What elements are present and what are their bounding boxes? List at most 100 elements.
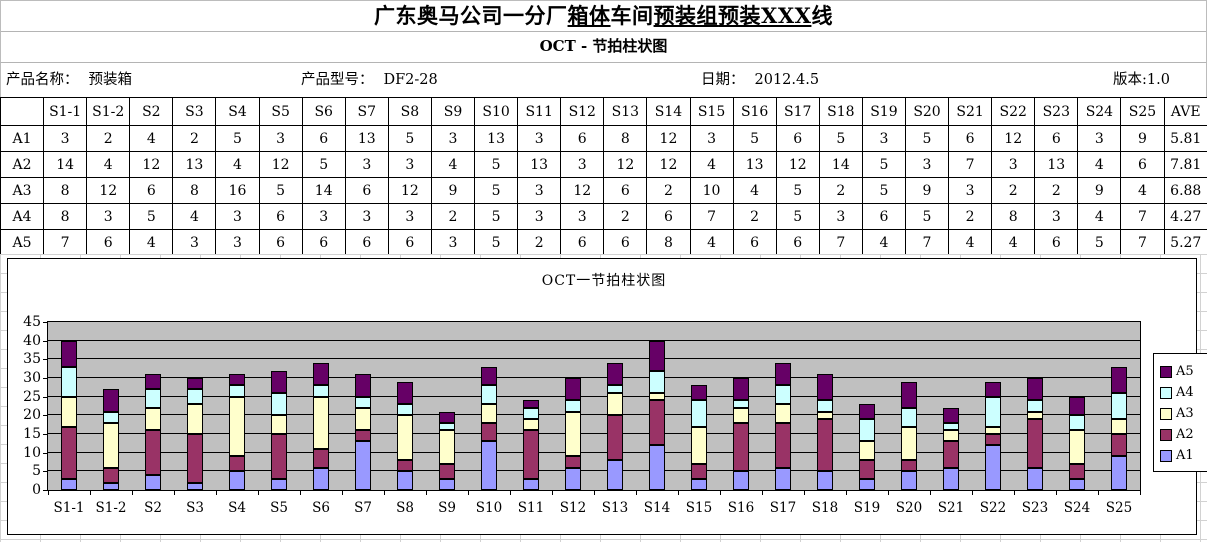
legend-entry[interactable]: A3 [1160, 403, 1207, 424]
data-cell[interactable]: 4 [215, 151, 260, 178]
data-cell[interactable]: 5 [904, 203, 950, 230]
bar-segment[interactable] [1069, 415, 1085, 431]
data-cell[interactable]: 5 [474, 203, 519, 230]
data-cell[interactable]: 6 [344, 177, 389, 204]
data-cell[interactable]: 2 [646, 177, 691, 204]
data-cell[interactable]: 12 [387, 177, 432, 204]
data-cell[interactable]: 12 [129, 151, 174, 178]
bar-segment[interactable] [355, 441, 371, 490]
data-cell[interactable]: 5 [775, 177, 820, 204]
bar-segment[interactable] [943, 407, 959, 423]
row-header[interactable]: A4 [0, 203, 45, 230]
column-header[interactable]: S9 [430, 97, 476, 126]
data-cell[interactable]: 4 [948, 229, 993, 256]
column-header[interactable]: S23 [1034, 97, 1079, 126]
data-cell[interactable]: 4 [129, 125, 174, 152]
bar-segment[interactable] [649, 445, 665, 490]
bar-segment[interactable] [607, 415, 623, 461]
data-cell[interactable]: 5 [861, 177, 906, 204]
bar-segment[interactable] [943, 441, 959, 468]
bar-segment[interactable] [607, 363, 623, 386]
bar-segment[interactable] [817, 400, 833, 412]
data-cell[interactable]: 6 [560, 229, 605, 256]
bar-segment[interactable] [565, 467, 581, 490]
data-cell[interactable]: 2 [517, 229, 562, 256]
data-cell[interactable]: 13 [344, 125, 389, 152]
data-cell[interactable]: 3 [172, 229, 217, 256]
data-cell[interactable]: 4 [689, 229, 734, 256]
column-header[interactable]: S25 [1120, 97, 1165, 126]
data-cell[interactable]: 2 [732, 203, 777, 230]
row-header[interactable]: A2 [0, 151, 45, 178]
data-cell[interactable]: 6 [775, 125, 820, 152]
ave-cell[interactable]: 5.81 [1163, 125, 1207, 152]
bar-segment[interactable] [229, 396, 245, 457]
data-cell[interactable]: 12 [646, 151, 691, 178]
bar-segment[interactable] [439, 430, 455, 464]
data-cell[interactable]: 9 [1077, 177, 1122, 204]
column-header[interactable]: S21 [948, 97, 993, 126]
bar-segment[interactable] [649, 392, 665, 401]
data-cell[interactable]: 13 [1034, 151, 1079, 178]
bar-segment[interactable] [775, 363, 791, 386]
data-cell[interactable]: 8 [172, 177, 217, 204]
bar-segment[interactable] [1111, 419, 1127, 434]
data-cell[interactable]: 5 [904, 125, 950, 152]
data-cell[interactable]: 8 [603, 125, 648, 152]
bar-segment[interactable] [355, 407, 371, 431]
bar-segment[interactable] [229, 471, 245, 490]
bar-segment[interactable] [943, 467, 959, 490]
bar-segment[interactable] [103, 467, 119, 483]
data-cell[interactable]: 4 [991, 229, 1036, 256]
bar-segment[interactable] [271, 370, 287, 393]
column-header[interactable]: S10 [474, 97, 519, 126]
ave-cell[interactable]: 5.27 [1163, 229, 1207, 256]
data-cell[interactable]: 5 [474, 151, 519, 178]
data-cell[interactable]: 2 [818, 177, 863, 204]
data-cell[interactable]: 16 [215, 177, 260, 204]
bar-segment[interactable] [607, 385, 623, 393]
data-cell[interactable]: 4 [86, 151, 131, 178]
bar-segment[interactable] [103, 411, 119, 423]
bar-segment[interactable] [733, 400, 749, 408]
bar-segment[interactable] [145, 475, 161, 490]
bar-segment[interactable] [523, 430, 539, 479]
data-cell[interactable]: 3 [387, 203, 432, 230]
data-cell[interactable]: 3 [1077, 125, 1122, 152]
bar-segment[interactable] [229, 456, 245, 472]
data-cell[interactable]: 14 [43, 151, 88, 178]
bar-segment[interactable] [1069, 463, 1085, 479]
column-header[interactable]: S13 [603, 97, 648, 126]
plot-area[interactable] [47, 321, 1141, 491]
data-cell[interactable]: 7 [43, 229, 88, 256]
column-header[interactable]: S1-1 [43, 97, 88, 126]
data-cell[interactable]: 7 [1120, 229, 1165, 256]
data-cell[interactable]: 6 [258, 229, 303, 256]
bar-segment[interactable] [1111, 434, 1127, 457]
data-cell[interactable]: 4 [172, 203, 217, 230]
row-header[interactable]: A3 [0, 177, 45, 204]
data-cell[interactable]: 2 [172, 125, 217, 152]
row-header[interactable]: A1 [0, 125, 45, 152]
data-cell[interactable]: 9 [1120, 125, 1165, 152]
bar-segment[interactable] [187, 404, 203, 434]
bar-segment[interactable] [145, 374, 161, 390]
data-cell[interactable]: 8 [43, 177, 88, 204]
data-cell[interactable]: 12 [560, 177, 605, 204]
bar-segment[interactable] [271, 415, 287, 434]
bar-segment[interactable] [817, 419, 833, 472]
bar-segment[interactable] [397, 381, 413, 405]
data-cell[interactable]: 6 [646, 203, 691, 230]
data-cell[interactable]: 14 [818, 151, 863, 178]
data-cell[interactable]: 7 [1120, 203, 1165, 230]
bar-segment[interactable] [313, 385, 329, 397]
bar-segment[interactable] [649, 370, 665, 393]
data-cell[interactable]: 6 [301, 125, 346, 152]
bar-segment[interactable] [1111, 392, 1127, 420]
bar-segment[interactable] [565, 400, 581, 412]
data-cell[interactable]: 6 [344, 229, 389, 256]
bar-segment[interactable] [1069, 430, 1085, 464]
bar-segment[interactable] [61, 426, 77, 479]
bar-segment[interactable] [355, 430, 371, 442]
data-cell[interactable]: 6 [1034, 125, 1079, 152]
